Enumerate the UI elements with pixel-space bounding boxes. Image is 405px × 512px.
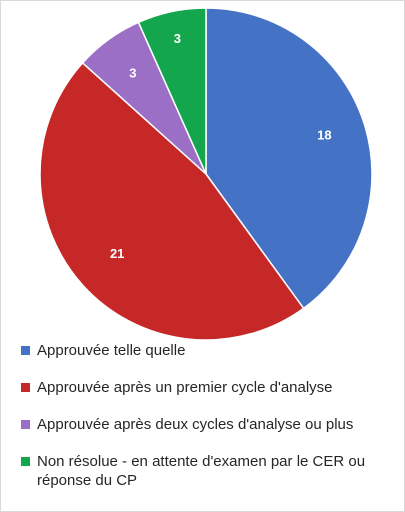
data-label: 3 bbox=[129, 65, 136, 80]
data-label: 3 bbox=[174, 31, 181, 46]
legend-label: Approuvée après un premier cycle d'analy… bbox=[37, 379, 333, 396]
slice-approved-as-is bbox=[205, 7, 373, 310]
data-label: 18 bbox=[317, 128, 331, 143]
legend-label: Approuvée telle quelle bbox=[37, 342, 186, 359]
legend-item-approved-as-is: Approuvée telle quelle bbox=[21, 341, 396, 360]
legend: Approuvée telle quelle Approuvée après u… bbox=[21, 341, 396, 508]
legend-swatch bbox=[21, 383, 30, 392]
legend-label: Approuvée après deux cycles d'analyse ou… bbox=[37, 416, 354, 433]
legend-label: Non résolue - en attente d'examen par le… bbox=[37, 453, 366, 489]
legend-item-approved-after-first-cycle: Approuvée après un premier cycle d'analy… bbox=[21, 378, 396, 397]
data-label: 21 bbox=[110, 246, 124, 261]
slice-unresolved bbox=[137, 7, 207, 175]
legend-item-unresolved: Non résolue - en attente d'examen par le… bbox=[21, 452, 396, 490]
legend-item-approved-after-two-cycles: Approuvée après deux cycles d'analyse ou… bbox=[21, 415, 396, 434]
slice-approved-after-first-cycle bbox=[39, 61, 305, 341]
pie-chart: 18 21 3 3 bbox=[39, 7, 373, 341]
legend-swatch bbox=[21, 420, 30, 429]
legend-swatch bbox=[21, 346, 30, 355]
legend-swatch bbox=[21, 457, 30, 466]
